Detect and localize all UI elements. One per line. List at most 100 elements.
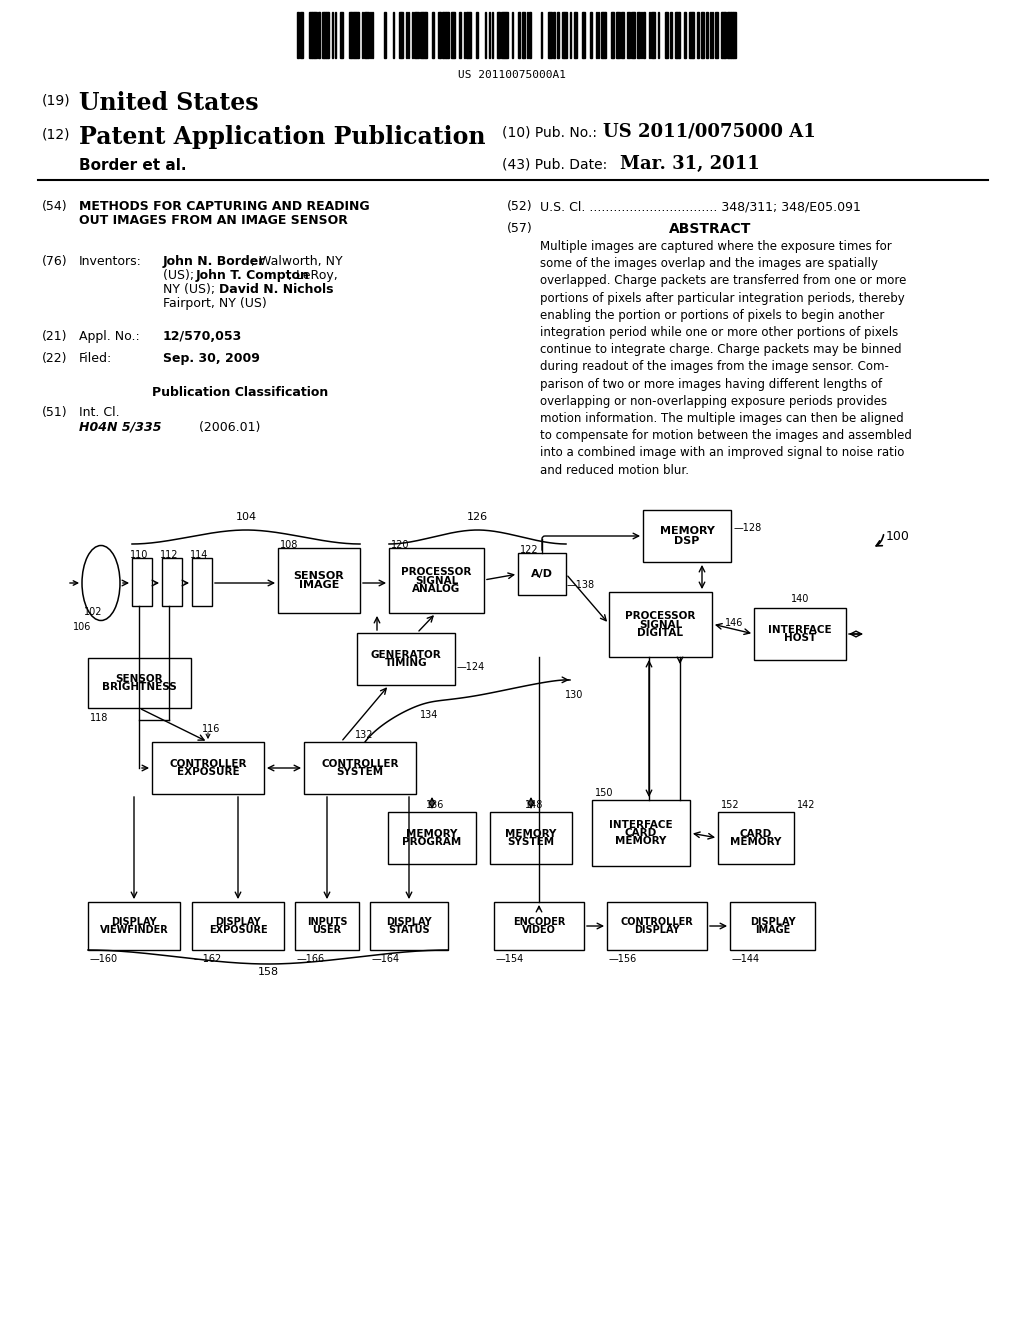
Bar <box>401 12 403 58</box>
Text: ABSTRACT: ABSTRACT <box>669 222 752 236</box>
Bar <box>459 12 461 58</box>
Text: SENSOR: SENSOR <box>116 673 163 684</box>
Bar <box>651 12 653 58</box>
Bar <box>322 12 324 58</box>
Text: (51): (51) <box>42 407 68 418</box>
Text: Border et al.: Border et al. <box>79 158 186 173</box>
Text: 112: 112 <box>160 550 178 560</box>
Bar <box>653 12 655 58</box>
Bar <box>295 902 359 950</box>
Bar <box>324 12 326 58</box>
Text: 116: 116 <box>202 723 220 734</box>
Bar <box>414 12 416 58</box>
Text: (43) Pub. Date:: (43) Pub. Date: <box>502 158 607 172</box>
Text: Int. Cl.: Int. Cl. <box>79 407 120 418</box>
Text: PROCESSOR: PROCESSOR <box>401 568 472 577</box>
Text: INPUTS: INPUTS <box>307 917 347 927</box>
Bar <box>443 12 446 58</box>
Text: 146: 146 <box>725 618 743 628</box>
Bar <box>297 12 299 58</box>
Bar <box>356 12 358 58</box>
Bar <box>351 12 354 58</box>
Text: Filed:: Filed: <box>79 352 113 366</box>
Text: DISPLAY: DISPLAY <box>112 917 157 927</box>
Text: DIGITAL: DIGITAL <box>638 628 683 638</box>
Text: PROGRAM: PROGRAM <box>402 837 462 847</box>
Text: John T. Compton: John T. Compton <box>196 269 310 282</box>
Bar <box>631 12 633 58</box>
Bar <box>702 12 705 58</box>
Bar <box>193 558 212 606</box>
Text: USER: USER <box>312 925 342 935</box>
Bar <box>304 742 416 795</box>
Bar <box>388 812 476 865</box>
Text: MEMORY: MEMORY <box>730 837 781 847</box>
Bar <box>88 657 191 708</box>
Text: SENSOR: SENSOR <box>294 572 344 581</box>
Bar <box>592 800 690 866</box>
Text: ENCODER: ENCODER <box>513 917 565 927</box>
Bar <box>399 12 401 58</box>
Bar <box>621 12 624 58</box>
Text: (22): (22) <box>42 352 68 366</box>
Text: US 20110075000A1: US 20110075000A1 <box>458 70 566 81</box>
Text: 148: 148 <box>525 800 544 810</box>
Bar <box>423 12 425 58</box>
Text: —156: —156 <box>609 954 637 964</box>
Bar <box>627 12 630 58</box>
Bar <box>618 12 620 58</box>
Bar <box>416 12 419 58</box>
Text: 104: 104 <box>236 512 257 521</box>
Bar <box>278 548 360 612</box>
Text: (21): (21) <box>42 330 68 343</box>
Bar <box>666 12 668 58</box>
Text: EXPOSURE: EXPOSURE <box>177 767 240 777</box>
Bar <box>446 12 449 58</box>
Text: Sep. 30, 2009: Sep. 30, 2009 <box>163 352 260 366</box>
Bar <box>722 12 724 58</box>
Bar <box>132 558 152 606</box>
Text: John N. Border: John N. Border <box>163 255 265 268</box>
Text: STATUS: STATUS <box>388 925 430 935</box>
Text: Appl. No.:: Appl. No.: <box>79 330 139 343</box>
Bar <box>643 510 731 562</box>
Text: 140: 140 <box>791 594 809 605</box>
Bar <box>357 634 455 685</box>
Text: —164: —164 <box>372 954 400 964</box>
Bar <box>340 12 343 58</box>
Text: HOST: HOST <box>784 634 816 643</box>
Bar <box>603 12 605 58</box>
Text: 122: 122 <box>520 545 539 554</box>
Bar <box>506 12 508 58</box>
Text: —154: —154 <box>496 954 524 964</box>
Bar <box>315 12 317 58</box>
Text: CONTROLLER: CONTROLLER <box>322 759 398 768</box>
Bar <box>562 12 564 58</box>
Text: MEMORY: MEMORY <box>615 837 667 846</box>
Bar <box>564 12 567 58</box>
Bar <box>501 12 503 58</box>
Text: IMAGE: IMAGE <box>299 579 339 590</box>
Bar <box>476 12 478 58</box>
Text: DSP: DSP <box>675 536 699 545</box>
Text: , LeRoy,: , LeRoy, <box>288 269 338 282</box>
Bar <box>607 902 707 950</box>
Text: H04N 5/335: H04N 5/335 <box>79 421 162 434</box>
Bar <box>609 591 712 657</box>
Text: (54): (54) <box>42 201 68 213</box>
Bar <box>384 12 386 58</box>
Text: SYSTEM: SYSTEM <box>508 837 555 847</box>
Text: METHODS FOR CAPTURING AND READING: METHODS FOR CAPTURING AND READING <box>79 201 370 213</box>
Text: 106: 106 <box>73 622 91 632</box>
Bar <box>731 12 733 58</box>
Text: SIGNAL: SIGNAL <box>639 619 682 630</box>
Text: VIEWFINDER: VIEWFINDER <box>99 925 168 935</box>
Text: DISPLAY: DISPLAY <box>750 917 796 927</box>
Text: —166: —166 <box>297 954 326 964</box>
Text: 136: 136 <box>426 800 444 810</box>
Text: 102: 102 <box>84 607 102 616</box>
Text: Mar. 31, 2011: Mar. 31, 2011 <box>620 154 760 173</box>
Bar <box>523 12 525 58</box>
Text: 12/570,053: 12/570,053 <box>163 330 243 343</box>
Bar <box>420 12 422 58</box>
